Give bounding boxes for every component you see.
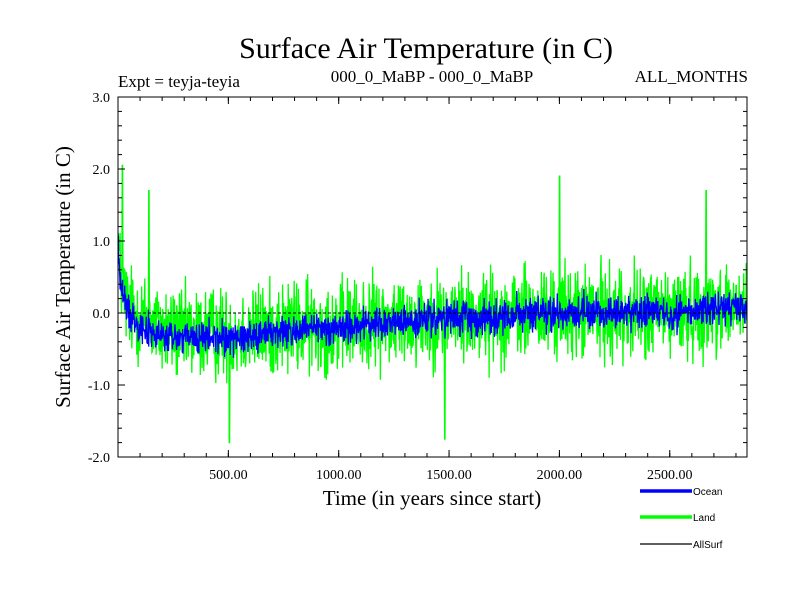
series-layer — [118, 164, 747, 444]
y-tick-label: -2.0 — [88, 451, 110, 466]
plot-frame — [117, 96, 748, 458]
x-axis: 500.00 1000.00 1500.00 2000.00 2500.00 — [139, 97, 737, 483]
chart-legend: Ocean Land AllSurf — [640, 487, 723, 551]
y-tick-label: 2.0 — [93, 163, 111, 178]
x-tick-label: 2500.00 — [647, 468, 693, 483]
y-tick-label: 1.0 — [93, 235, 111, 250]
x-tick-label: 1500.00 — [426, 468, 472, 483]
subtitle-months: ALL_MONTHS — [635, 67, 748, 86]
y-tick-label: 3.0 — [93, 91, 111, 106]
x-tick-label: 2000.00 — [537, 468, 583, 483]
y-axis: -2.0 -1.0 0.0 1.0 2.0 3.0 — [88, 91, 747, 466]
legend-label-allsurf: AllSurf — [693, 540, 723, 551]
y-axis-label: Surface Air Temperature (in C) — [51, 146, 75, 408]
y-tick-label: 0.0 — [93, 307, 111, 322]
x-tick-label: 1000.00 — [316, 468, 362, 483]
legend-label-ocean: Ocean — [693, 487, 722, 498]
chart-title: Surface Air Temperature (in C) — [239, 32, 613, 65]
series-line-ocean — [118, 235, 747, 358]
subtitle-period: 000_0_MaBP - 000_0_MaBP — [331, 67, 533, 86]
x-tick-label: 500.00 — [209, 468, 248, 483]
legend-label-land: Land — [693, 513, 715, 524]
subtitle-experiment: Expt = teyja-teyia — [118, 72, 240, 91]
y-tick-label: -1.0 — [88, 379, 110, 394]
x-axis-label: Time (in years since start) — [323, 486, 542, 510]
